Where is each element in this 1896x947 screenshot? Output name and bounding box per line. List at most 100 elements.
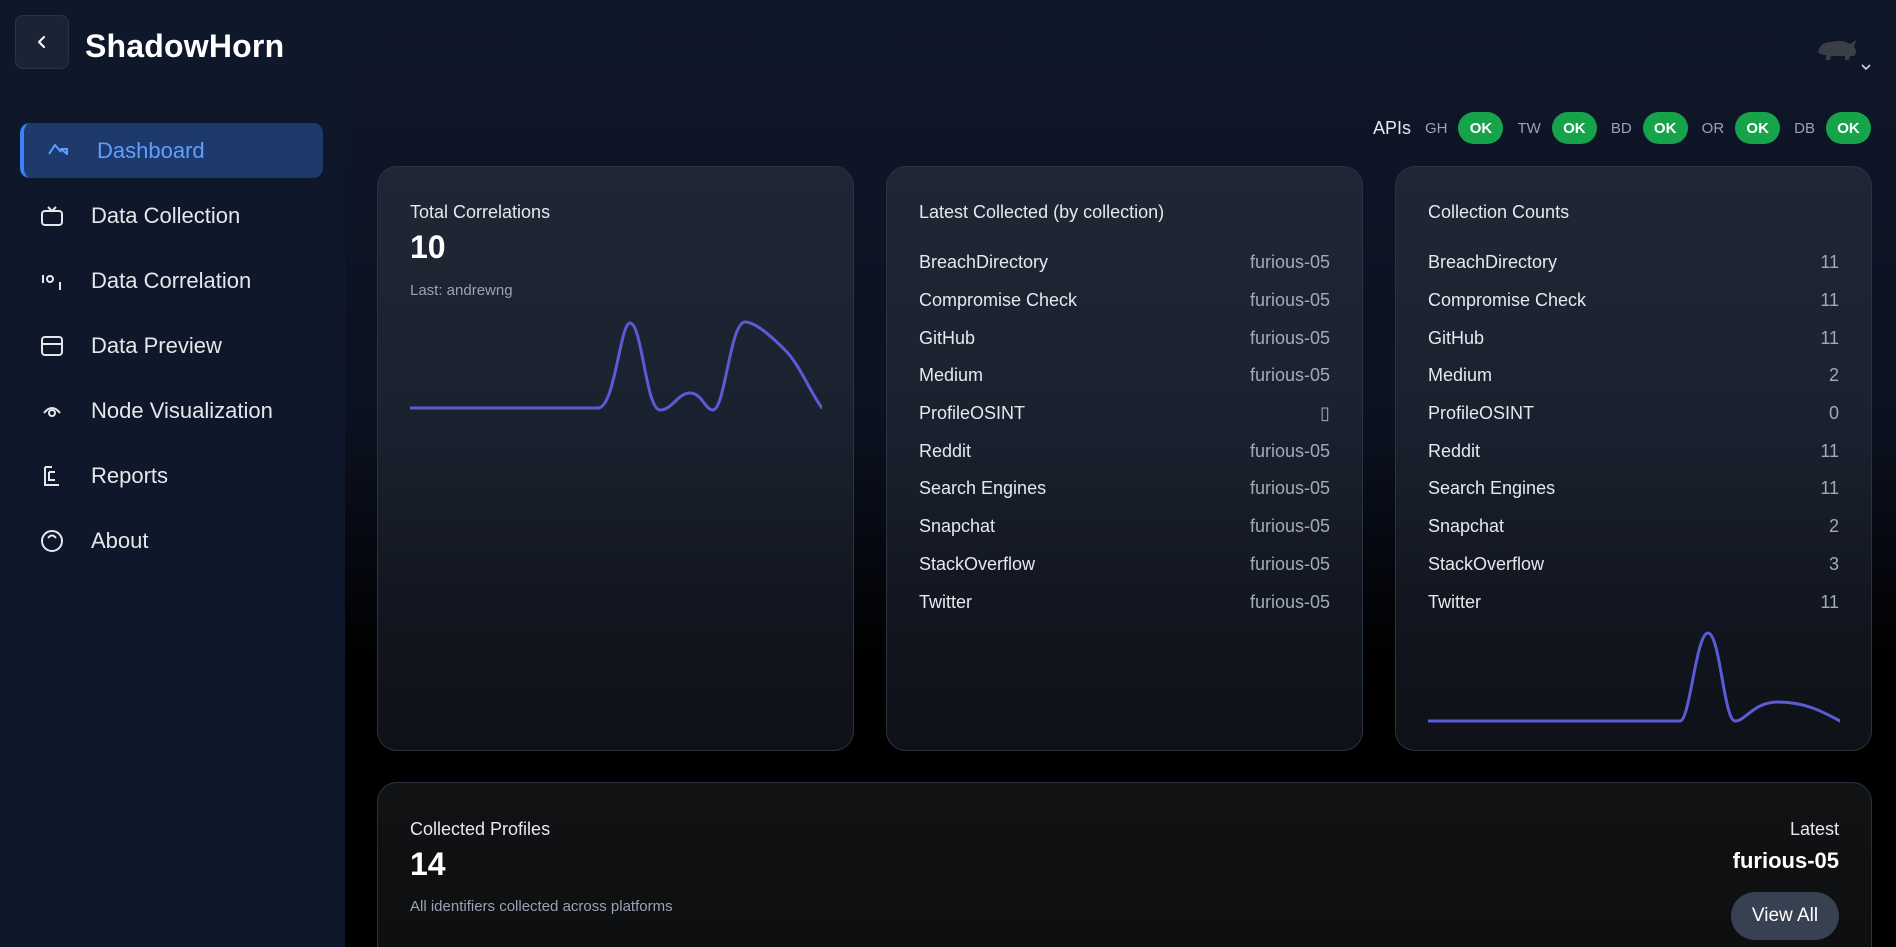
collection-latest: furious-05 bbox=[1249, 290, 1330, 311]
card-title: Latest Collected (by collection) bbox=[919, 202, 1165, 222]
sidebar-item-label: About bbox=[91, 527, 149, 553]
collection-name: Compromise Check bbox=[919, 290, 1078, 311]
collection-name: Twitter bbox=[1428, 591, 1482, 612]
latest-collected-list: BreachDirectory furious-05 Compromise Che… bbox=[919, 244, 1330, 621]
sidebar-item-node-visualization[interactable]: Node Visualization bbox=[20, 383, 323, 438]
list-item: GitHub 11 bbox=[1428, 319, 1839, 357]
collected-profiles-card: Collected Profiles 14 All identifiers co… bbox=[377, 782, 1872, 947]
collection-latest: furious-05 bbox=[1249, 440, 1330, 461]
collection-name: StackOverflow bbox=[1428, 553, 1545, 574]
list-item: Snapchat furious-05 bbox=[919, 508, 1330, 546]
collection-count: 3 bbox=[1828, 553, 1839, 574]
view-all-button[interactable]: View All bbox=[1731, 892, 1839, 940]
list-item: Reddit 11 bbox=[1428, 432, 1839, 470]
collected-profiles-value: 14 bbox=[410, 846, 446, 882]
sidebar-item-reports[interactable]: Reports bbox=[20, 448, 323, 503]
list-item: BreachDirectory furious-05 bbox=[919, 244, 1330, 282]
api-key-label: OR bbox=[1701, 119, 1725, 137]
collection-count: 2 bbox=[1828, 516, 1839, 537]
list-item: ProfileOSINT 0 bbox=[1428, 395, 1839, 433]
list-item: Compromise Check 11 bbox=[1428, 282, 1839, 320]
sidebar-item-data-preview[interactable]: Data Preview bbox=[20, 318, 323, 373]
collection-name: StackOverflow bbox=[919, 553, 1036, 574]
list-item: Search Engines furious-05 bbox=[919, 470, 1330, 508]
collection-latest: furious-05 bbox=[1249, 478, 1330, 499]
collection-name: Reddit bbox=[919, 440, 972, 461]
list-item: GitHub furious-05 bbox=[919, 319, 1330, 357]
list-item: Medium 2 bbox=[1428, 357, 1839, 395]
collection-count: 2 bbox=[1828, 365, 1839, 386]
list-item: ProfileOSINT ▯ bbox=[919, 395, 1330, 433]
collection-latest: furious-05 bbox=[1249, 252, 1330, 273]
collection-counts-card: Collection Counts BreachDirectory 11 Comp… bbox=[1395, 166, 1872, 751]
api-status-badge: OK bbox=[1458, 112, 1504, 144]
sidebar: ShadowHorn Dashboard Data Collection Dat… bbox=[0, 0, 345, 947]
latest-collected-card: Latest Collected (by collection) BreachD… bbox=[886, 166, 1363, 751]
collection-name: Search Engines bbox=[1428, 478, 1556, 499]
collection-count: 11 bbox=[1820, 252, 1839, 273]
collection-name: GitHub bbox=[1428, 327, 1485, 348]
sparkline-line bbox=[410, 320, 822, 412]
api-key-label: DB bbox=[1794, 119, 1815, 137]
card-title: Total Correlations bbox=[410, 202, 551, 222]
sidebar-item-label: Data Preview bbox=[91, 332, 222, 358]
api-key-label: BD bbox=[1610, 119, 1632, 137]
sidebar-nav: Dashboard Data Collection Data Correlati… bbox=[20, 123, 323, 578]
api-status-badge: OK bbox=[1826, 112, 1871, 144]
collection-latest: furious-05 bbox=[1249, 327, 1330, 348]
sidebar-item-label: Data Collection bbox=[91, 202, 241, 228]
collection-name: Reddit bbox=[1428, 440, 1481, 461]
collection-name: ProfileOSINT bbox=[919, 403, 1026, 424]
collection-name: Twitter bbox=[919, 591, 973, 612]
tv-icon bbox=[37, 201, 67, 231]
list-item: Twitter furious-05 bbox=[919, 583, 1330, 621]
collection-latest: furious-05 bbox=[1249, 365, 1330, 386]
list-item: BreachDirectory 11 bbox=[1428, 244, 1839, 282]
sidebar-item-data-correlation[interactable]: Data Correlation bbox=[20, 253, 323, 308]
api-status-title: APIs bbox=[1372, 117, 1411, 138]
total-correlations-value: 10 bbox=[410, 229, 446, 265]
list-item: Twitter 11 bbox=[1428, 583, 1839, 621]
collection-name: Snapchat bbox=[919, 516, 996, 537]
sidebar-item-about[interactable]: About bbox=[20, 513, 323, 568]
correlations-sparkline bbox=[410, 320, 822, 412]
counts-sparkline bbox=[1428, 631, 1840, 723]
collection-name: ProfileOSINT bbox=[1428, 403, 1535, 424]
collection-name: Search Engines bbox=[919, 478, 1047, 499]
collection-count: 0 bbox=[1828, 403, 1839, 424]
collection-count: 11 bbox=[1820, 591, 1839, 612]
collection-name: Medium bbox=[1428, 365, 1493, 386]
list-item: StackOverflow 3 bbox=[1428, 546, 1839, 584]
avatar[interactable] bbox=[1814, 30, 1862, 66]
collection-name: BreachDirectory bbox=[919, 252, 1049, 273]
list-item: Snapchat 2 bbox=[1428, 508, 1839, 546]
collected-profiles-subtitle: All identifiers collected across platfor… bbox=[410, 898, 673, 915]
sidebar-item-data-collection[interactable]: Data Collection bbox=[20, 188, 323, 243]
collection-name: BreachDirectory bbox=[1428, 252, 1558, 273]
latest-profile-value: furious-05 bbox=[1732, 848, 1839, 873]
collapse-sidebar-button[interactable] bbox=[15, 15, 69, 69]
api-status-badge: OK bbox=[1735, 112, 1781, 144]
collection-latest: furious-05 bbox=[1249, 553, 1330, 574]
brand-title: ShadowHorn bbox=[85, 28, 285, 64]
card-title: Collection Counts bbox=[1428, 202, 1570, 222]
api-key-label: GH bbox=[1424, 119, 1448, 137]
collection-count: 11 bbox=[1820, 290, 1839, 311]
collection-latest: ▯ bbox=[1320, 403, 1330, 424]
collection-latest: furious-05 bbox=[1249, 591, 1330, 612]
api-status-badge: OK bbox=[1551, 112, 1597, 144]
sidebar-item-dashboard[interactable]: Dashboard bbox=[20, 123, 323, 178]
sidebar-item-label: Node Visualization bbox=[91, 397, 273, 423]
api-key-label: TW bbox=[1517, 119, 1541, 137]
correlation-icon bbox=[37, 266, 67, 296]
collection-latest: furious-05 bbox=[1249, 516, 1330, 537]
sidebar-item-label: Data Correlation bbox=[91, 267, 252, 293]
api-status-bar: APIs GH OK TW OK BD OK OR OK DB OK bbox=[1373, 112, 1871, 144]
sidebar-item-label: Reports bbox=[91, 462, 169, 488]
api-status-badge: OK bbox=[1642, 112, 1688, 144]
preview-icon bbox=[37, 331, 67, 361]
chevron-down-icon[interactable] bbox=[1860, 62, 1872, 72]
eye-icon bbox=[37, 396, 67, 426]
collection-count: 11 bbox=[1820, 440, 1839, 461]
collection-name: Compromise Check bbox=[1428, 290, 1587, 311]
